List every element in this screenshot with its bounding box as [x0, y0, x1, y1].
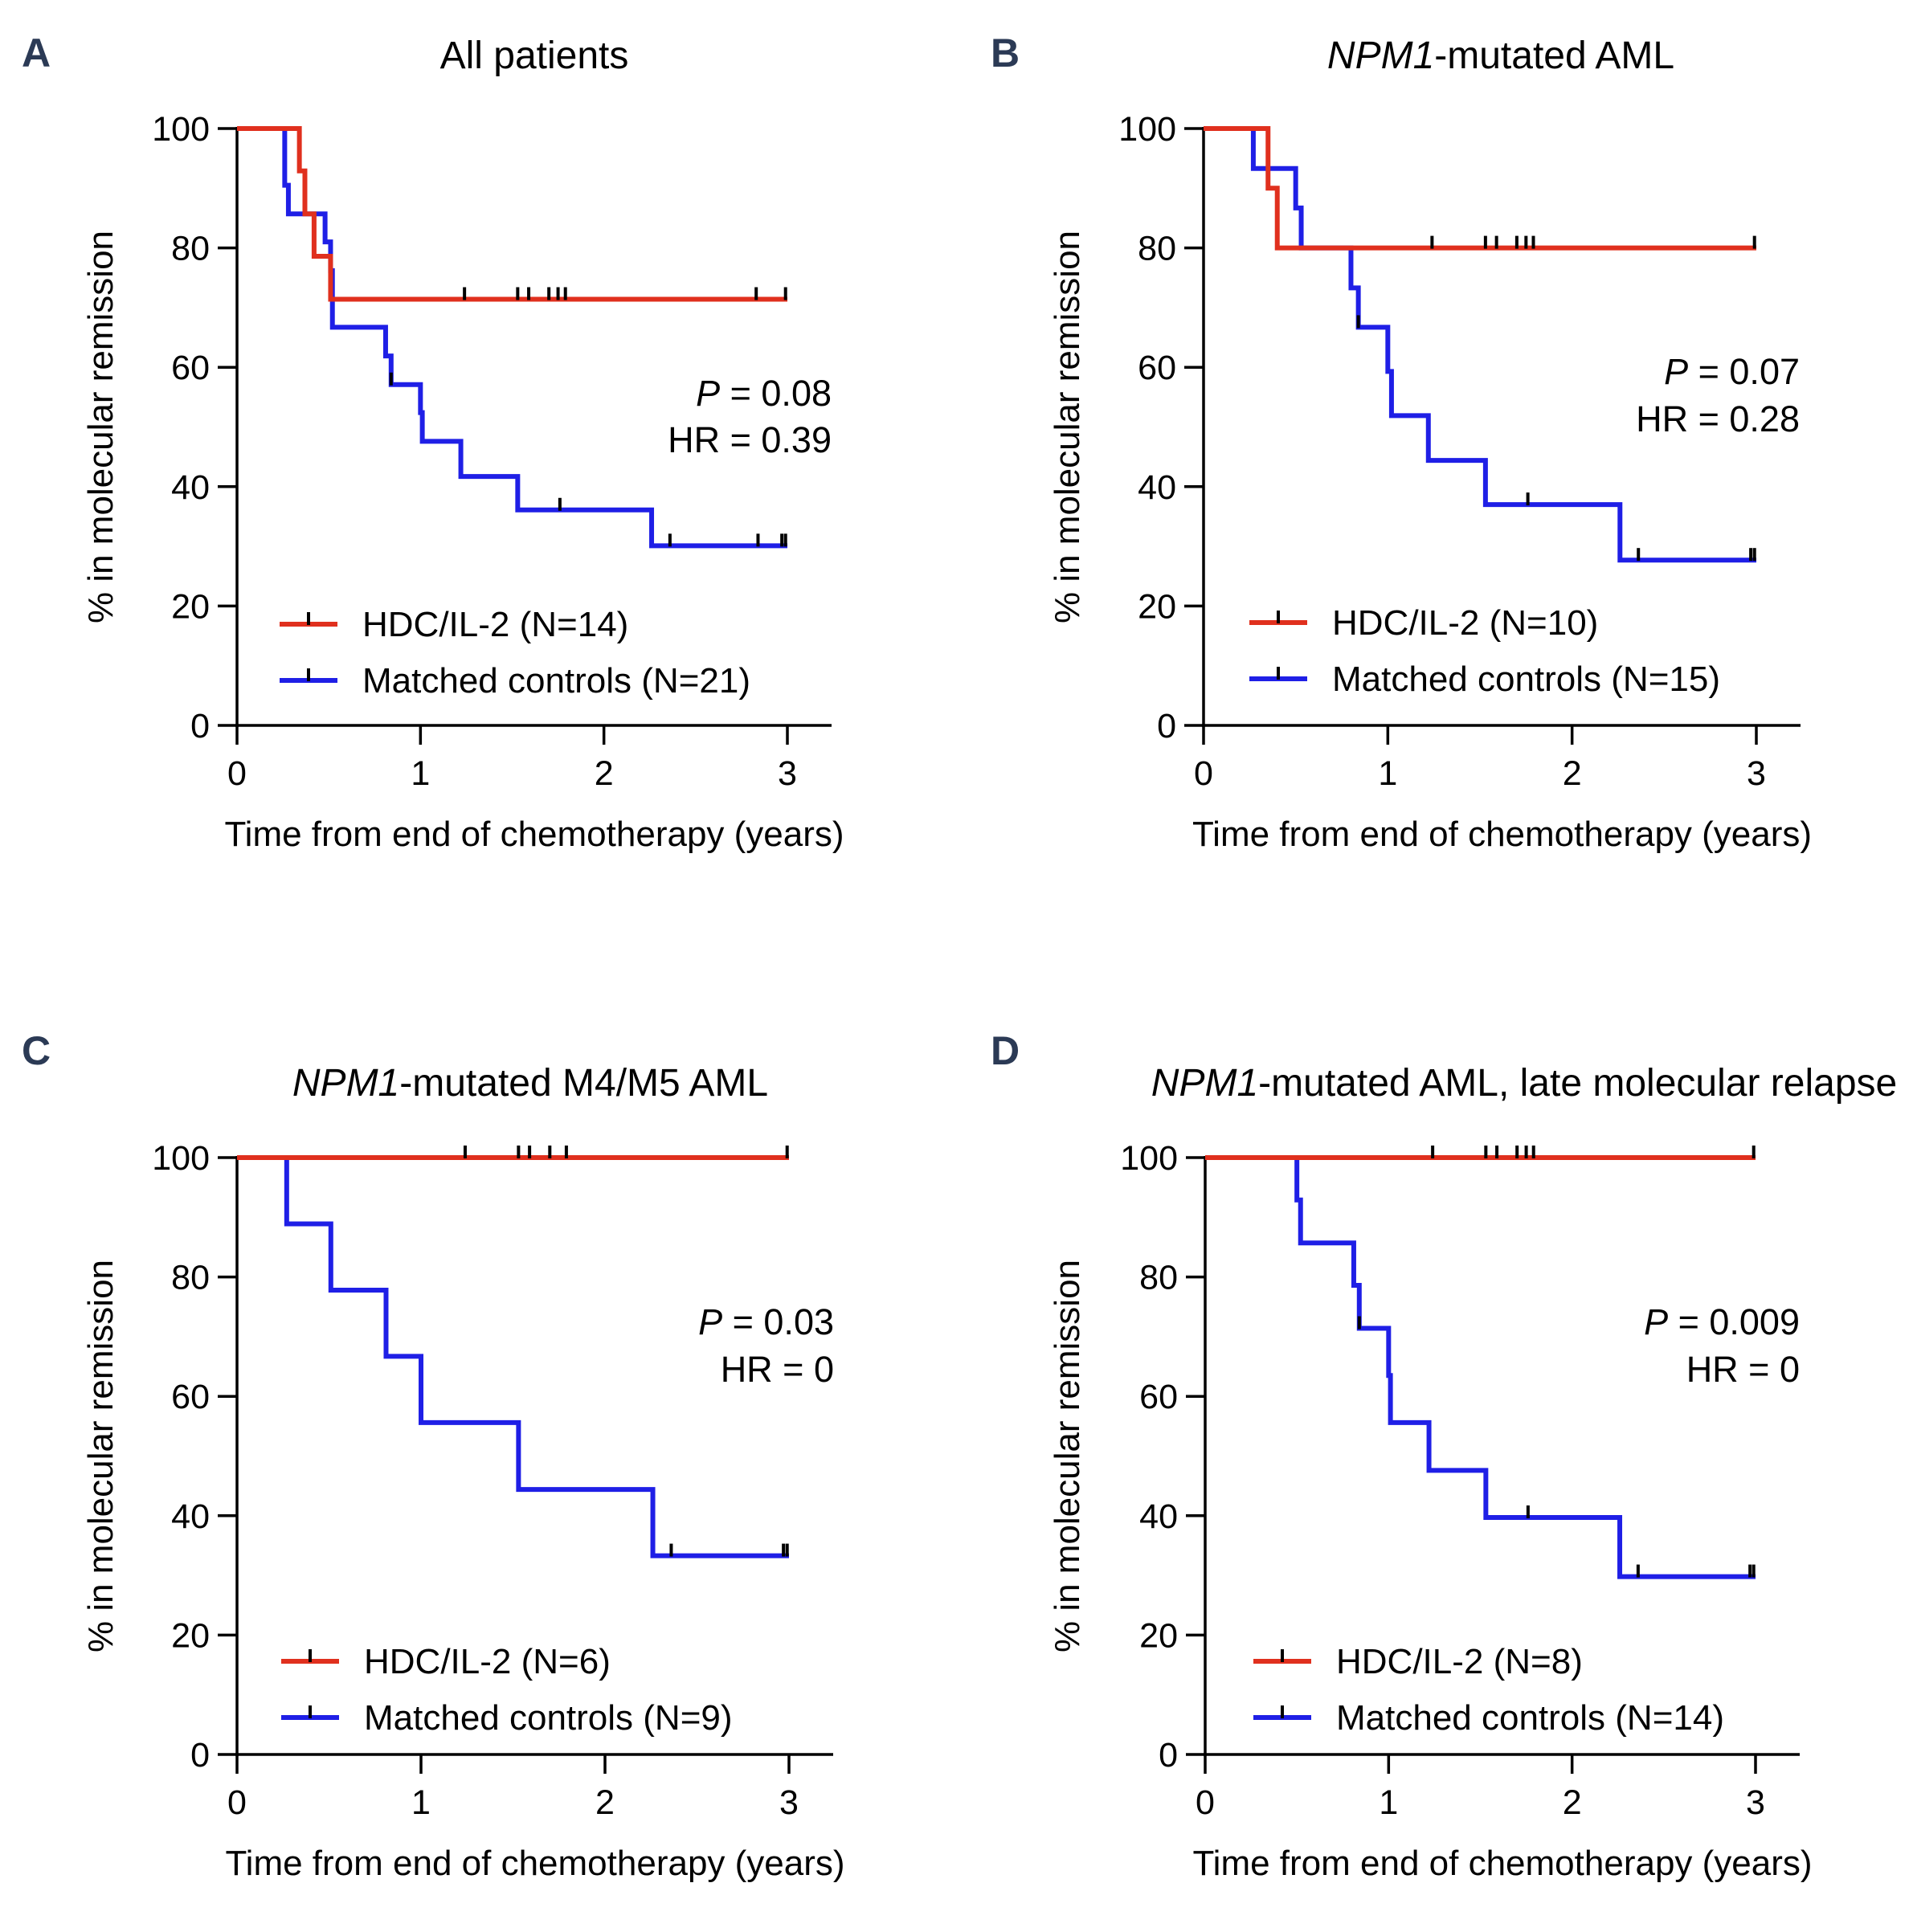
hr-text: HR = 0 — [721, 1349, 834, 1390]
panel-title-gene: NPM1 — [1327, 35, 1434, 77]
y-axis-label: % in molecular remission — [81, 1260, 121, 1652]
panel-title: NPM1-mutated AML — [1327, 35, 1674, 77]
x-axis-label: Time from end of chemotherapy (years) — [225, 1844, 844, 1883]
y-tick-label: 80 — [1138, 230, 1176, 268]
km-curve-control — [1205, 1155, 1756, 1579]
km-curve-treatment — [1204, 126, 1756, 251]
y-tick-label: 100 — [152, 110, 210, 149]
x-tick-label: 2 — [1563, 1783, 1582, 1822]
hr-text: HR = 0.28 — [1636, 398, 1800, 439]
panel-title: NPM1-mutated AML, late molecular relapse — [1151, 1062, 1897, 1105]
panel-letter: C — [22, 1028, 51, 1073]
km-curve-control — [237, 1155, 789, 1558]
p-value-text: P = 0.009 — [1644, 1301, 1800, 1342]
y-tick-label: 100 — [152, 1139, 210, 1178]
x-tick-label: 1 — [411, 754, 430, 793]
legend-label-control: Matched controls (N=15) — [1332, 660, 1720, 699]
p-value: = 0.009 — [1668, 1301, 1800, 1342]
y-tick-label: 20 — [1138, 587, 1176, 626]
panel-title-text: -mutated M4/M5 AML — [399, 1062, 768, 1105]
x-tick-label: 3 — [778, 754, 797, 793]
panel-title-text: -mutated AML — [1434, 35, 1674, 77]
y-tick-label: 20 — [1139, 1616, 1178, 1655]
y-tick-label: 80 — [171, 1259, 210, 1297]
x-tick-label: 0 — [1194, 754, 1213, 793]
x-axis-label: Time from end of chemotherapy (years) — [1192, 815, 1812, 854]
panel-title: All patients — [440, 35, 629, 77]
panel-title-text: -mutated AML, late molecular relapse — [1258, 1062, 1897, 1105]
x-tick-label: 1 — [411, 1783, 431, 1822]
x-tick-label: 2 — [1563, 754, 1582, 793]
x-tick-label: 1 — [1378, 754, 1397, 793]
y-tick-label: 100 — [1118, 110, 1176, 149]
p-value: = 0.03 — [722, 1301, 834, 1342]
hr-text: HR = 0.39 — [668, 419, 832, 460]
x-tick-label: 1 — [1379, 1783, 1398, 1822]
p-label: P — [696, 373, 720, 414]
x-tick-label: 0 — [227, 754, 247, 793]
x-axis-label: Time from end of chemotherapy (years) — [1192, 1844, 1812, 1883]
y-tick-label: 80 — [1139, 1259, 1178, 1297]
y-tick-label: 0 — [190, 707, 210, 745]
y-tick-label: 60 — [1138, 349, 1176, 387]
legend-label-treatment: HDC/IL-2 (N=8) — [1336, 1642, 1583, 1681]
panel-letter: D — [991, 1028, 1020, 1073]
panel-title-gene: NPM1 — [1151, 1062, 1258, 1105]
x-tick-label: 2 — [595, 1783, 615, 1822]
legend-label-treatment: HDC/IL-2 (N=14) — [362, 605, 628, 644]
x-axis-label: Time from end of chemotherapy (years) — [224, 815, 844, 854]
y-tick-label: 60 — [171, 349, 210, 387]
y-tick-label: 0 — [1157, 707, 1176, 745]
y-tick-label: 80 — [171, 230, 210, 268]
y-tick-label: 0 — [1159, 1736, 1178, 1775]
panel-title: NPM1-mutated M4/M5 AML — [292, 1062, 768, 1105]
p-value: = 0.07 — [1688, 351, 1800, 392]
hr-text: HR = 0 — [1686, 1349, 1800, 1390]
km-curve-treatment — [237, 126, 787, 302]
panel-letter: A — [22, 31, 51, 76]
km-curve-control — [237, 126, 787, 549]
x-tick-label: 3 — [1746, 1783, 1765, 1822]
panel-letter: B — [991, 31, 1020, 76]
y-tick-label: 40 — [171, 468, 210, 507]
y-axis-label: % in molecular remission — [1048, 231, 1087, 623]
km-panel-b: B NPM1-mutated AML 0 20 40 60 80 100 0 1 2 3 Time fr… — [991, 31, 1812, 854]
y-tick-label: 20 — [171, 1616, 210, 1655]
panel-title-text: All patients — [440, 35, 629, 77]
km-panel-d: D NPM1-mutated AML, late molecular relaps… — [991, 1028, 1897, 1883]
y-tick-label: 20 — [171, 587, 210, 626]
y-axis-label: % in molecular remission — [1048, 1260, 1087, 1652]
legend-label-treatment: HDC/IL-2 (N=6) — [364, 1642, 611, 1681]
y-axis-label: % in molecular remission — [81, 231, 121, 623]
legend-label-treatment: HDC/IL-2 (N=10) — [1332, 603, 1598, 643]
legend-label-control: Matched controls (N=21) — [362, 661, 750, 701]
p-label: P — [1664, 351, 1688, 392]
p-label: P — [698, 1301, 722, 1342]
y-tick-label: 40 — [171, 1497, 210, 1536]
y-tick-label: 60 — [1139, 1378, 1178, 1416]
p-value-text: P = 0.03 — [698, 1301, 834, 1342]
y-tick-label: 0 — [190, 1736, 210, 1775]
legend-label-control: Matched controls (N=14) — [1336, 1698, 1724, 1738]
km-panel-a: A All patients 0 20 40 60 80 100 0 1 2 3 Time from e… — [22, 31, 844, 854]
x-tick-label: 3 — [779, 1783, 799, 1822]
x-tick-label: 0 — [227, 1783, 247, 1822]
y-tick-label: 100 — [1120, 1139, 1178, 1178]
p-value-text: P = 0.07 — [1664, 351, 1800, 392]
km-curve-control — [1204, 126, 1756, 563]
km-panel-c: C NPM1-mutated M4/M5 AML 0 20 40 60 80 100 0 1 2 3 T… — [22, 1028, 845, 1883]
p-value: = 0.08 — [720, 373, 832, 414]
y-tick-label: 40 — [1138, 468, 1176, 507]
x-tick-label: 3 — [1747, 754, 1766, 793]
y-tick-label: 40 — [1139, 1497, 1178, 1536]
p-label: P — [1644, 1301, 1668, 1342]
panel-title-gene: NPM1 — [292, 1062, 399, 1105]
p-value-text: P = 0.08 — [696, 373, 832, 414]
legend-label-control: Matched controls (N=9) — [364, 1698, 733, 1738]
y-tick-label: 60 — [171, 1378, 210, 1416]
x-tick-label: 0 — [1196, 1783, 1215, 1822]
x-tick-label: 2 — [595, 754, 614, 793]
